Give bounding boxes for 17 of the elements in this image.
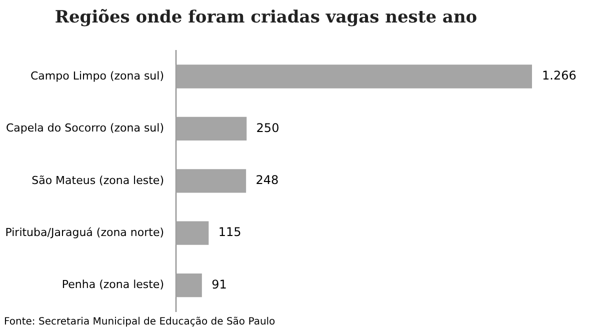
y-tick-label: São Mateus (zona leste) [32,174,164,187]
data-label: 91 [212,277,227,292]
y-tick-label: Penha (zona leste) [62,278,164,292]
y-tick-label: Capela do Socorro (zona sul) [6,122,164,135]
y-tick-label: Campo Limpo (zona sul) [30,69,164,82]
data-label: 250 [256,120,280,135]
bar [176,116,247,141]
bar [176,221,209,245]
data-label: 115 [218,225,242,240]
chart-title: Regiões onde foram criadas vagas neste ano [54,8,478,28]
bar [176,273,202,298]
bar [176,64,532,88]
bar [176,169,246,193]
y-tick-label: Pirituba/Jaraguá (zona norte) [5,226,164,239]
data-label: 248 [256,173,279,188]
data-label: 1.266 [542,68,576,83]
source-note: Fonte: Secretaria Municipal de Educação de São Paulo [4,316,276,328]
